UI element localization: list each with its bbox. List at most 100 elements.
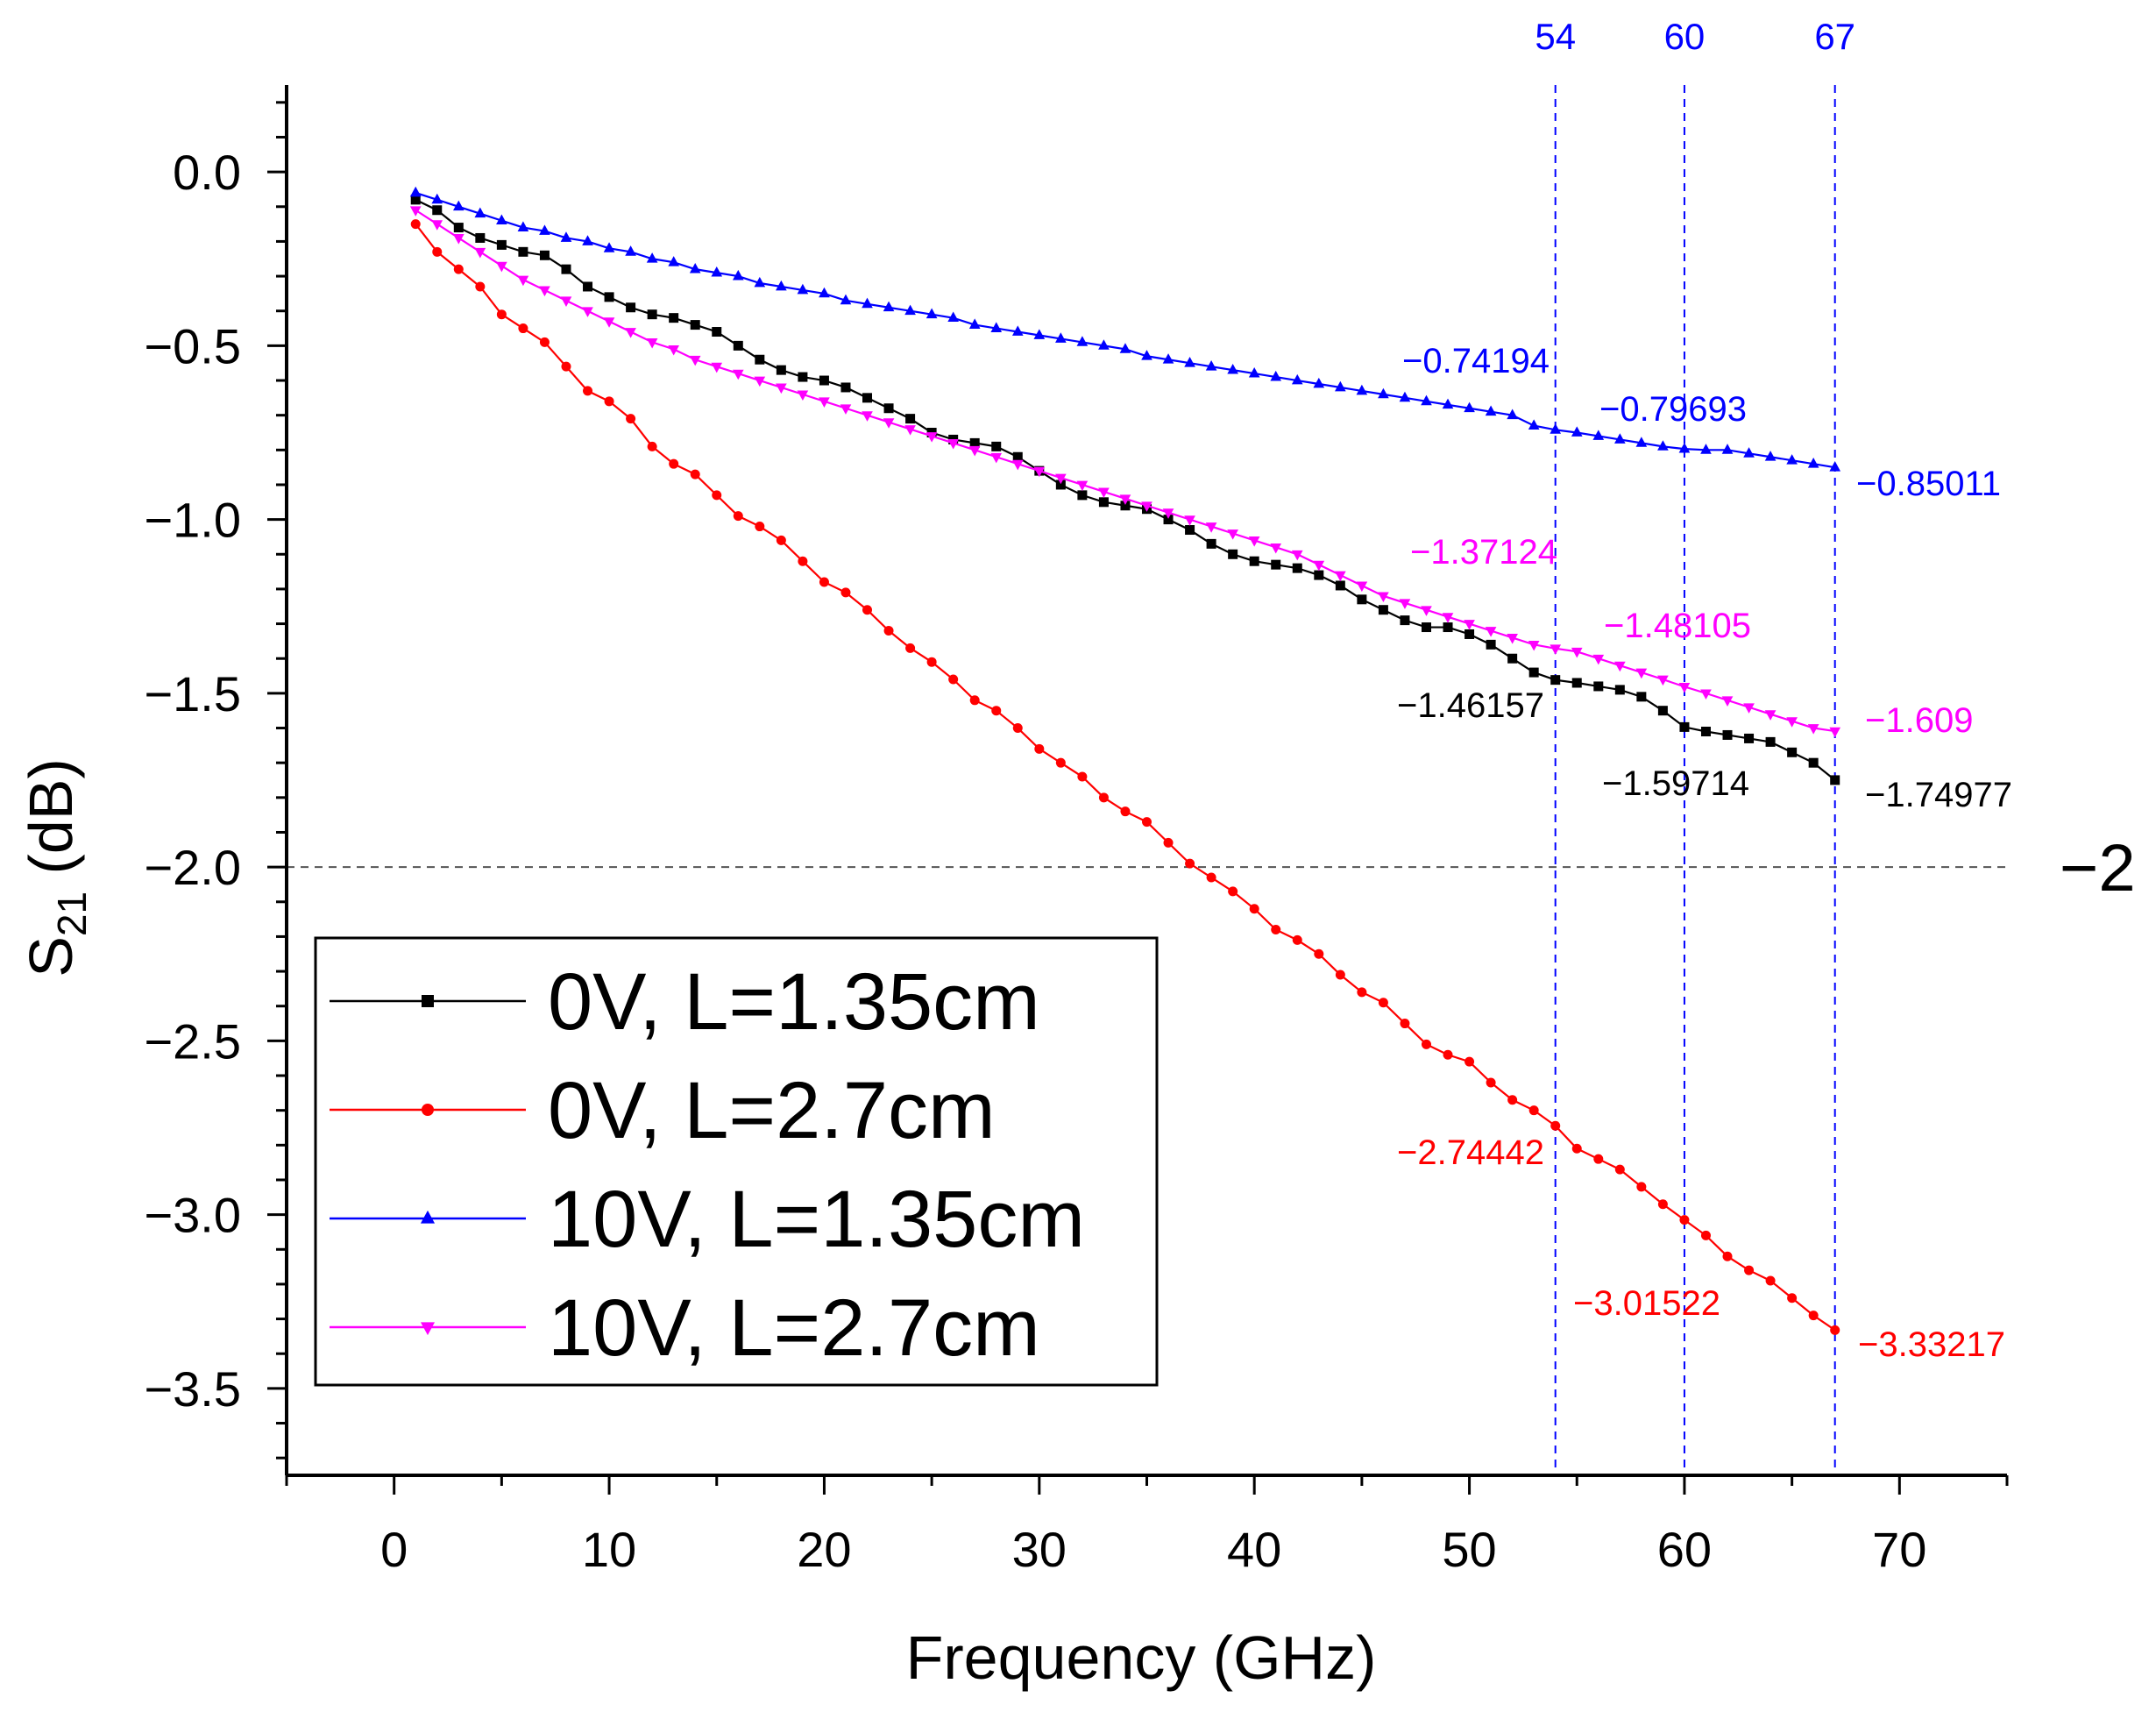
data-point [669,313,679,323]
data-point [410,219,421,230]
data-point [819,577,829,587]
data-point [689,262,701,273]
data-point [1400,615,1410,626]
data-point [1421,622,1431,633]
data-point [582,235,593,245]
data-point [647,441,657,451]
data-point [712,327,722,337]
data-point [1033,329,1046,339]
data-point [1228,549,1238,559]
data-label: −0.85011 [1856,465,2001,503]
data-point [1528,667,1539,678]
data-point [1421,1039,1431,1049]
data-point [1205,522,1217,533]
data-point [733,340,743,351]
data-point [1314,570,1324,580]
data-point [1657,1199,1668,1210]
data-point [1765,1275,1776,1286]
data-point [1400,1019,1410,1029]
data-point [560,296,572,307]
data-point [1614,1164,1625,1175]
data-point [1657,706,1668,716]
data-point [776,535,786,545]
data-point [539,250,550,260]
data-point [926,657,937,667]
data-point [1141,350,1152,360]
data-point [646,338,658,349]
data-point [496,261,507,273]
data-label: −1.46157 [1397,686,1544,725]
data-point [798,372,808,382]
data-point [969,695,980,706]
data-point [712,490,722,501]
data-point [604,292,614,302]
data-point [840,587,851,598]
data-point [1271,924,1281,934]
data-point [1098,487,1110,499]
data-point [690,320,700,330]
data-point [1465,629,1475,639]
data-point [496,239,507,250]
data-point [518,323,528,334]
legend-label: 0V, L=2.7cm [548,1066,996,1155]
x-tick-label: 0 [380,1522,408,1577]
data-point [1119,494,1131,505]
data-point [1206,538,1216,549]
y-tick-label: −1.5 [144,666,241,721]
x-tick-label: 20 [797,1522,851,1577]
data-point [905,643,916,653]
data-point [947,311,959,323]
data-point [1571,426,1583,437]
x-tick-label: 30 [1012,1522,1067,1577]
data-point [840,404,852,415]
data-point [1722,729,1733,740]
data-point [1205,360,1217,371]
data-point [453,264,464,274]
x-tick-label: 70 [1872,1522,1926,1577]
data-point [1076,336,1089,346]
data-point [689,355,701,366]
data-point [1313,377,1325,388]
y-tick-label: −2.5 [144,1013,241,1069]
data-point [819,375,829,386]
data-point [1679,721,1690,732]
data-point [926,308,938,319]
data-point [883,626,894,636]
data-point [1185,858,1195,869]
data-point [1163,837,1174,848]
data-point [561,361,571,372]
data-point [1464,620,1475,630]
data-point [1743,703,1755,714]
data-label: −0.79693 [1599,390,1747,429]
data-point [474,207,486,218]
data-point [431,220,443,231]
data-point [1077,490,1088,501]
x-tick-label: 60 [1657,1522,1712,1577]
data-point [603,317,615,328]
data-point [1249,556,1259,566]
data-point [797,390,809,401]
reference-lines: −2 54 60 67 [287,16,2136,1475]
data-point [1550,423,1562,434]
data-point [432,205,443,216]
x-tick-label: 10 [582,1522,636,1577]
data-point [990,322,1003,332]
data-point [1808,1311,1819,1321]
data-point [1421,394,1432,406]
data-point [862,393,873,403]
legend-marker [422,1104,434,1116]
x-tick-label: 40 [1227,1522,1281,1577]
data-point [798,556,808,566]
data-point [1700,689,1712,700]
data-point [1313,560,1325,572]
data-point [1528,1105,1539,1116]
data-point [905,414,916,424]
data-point [517,221,529,231]
data-point [539,286,550,297]
data-point [1507,1095,1518,1105]
legend-marker [420,1322,436,1336]
data-point [1722,1251,1733,1261]
series-line [415,209,1835,733]
data-point [1442,398,1454,409]
